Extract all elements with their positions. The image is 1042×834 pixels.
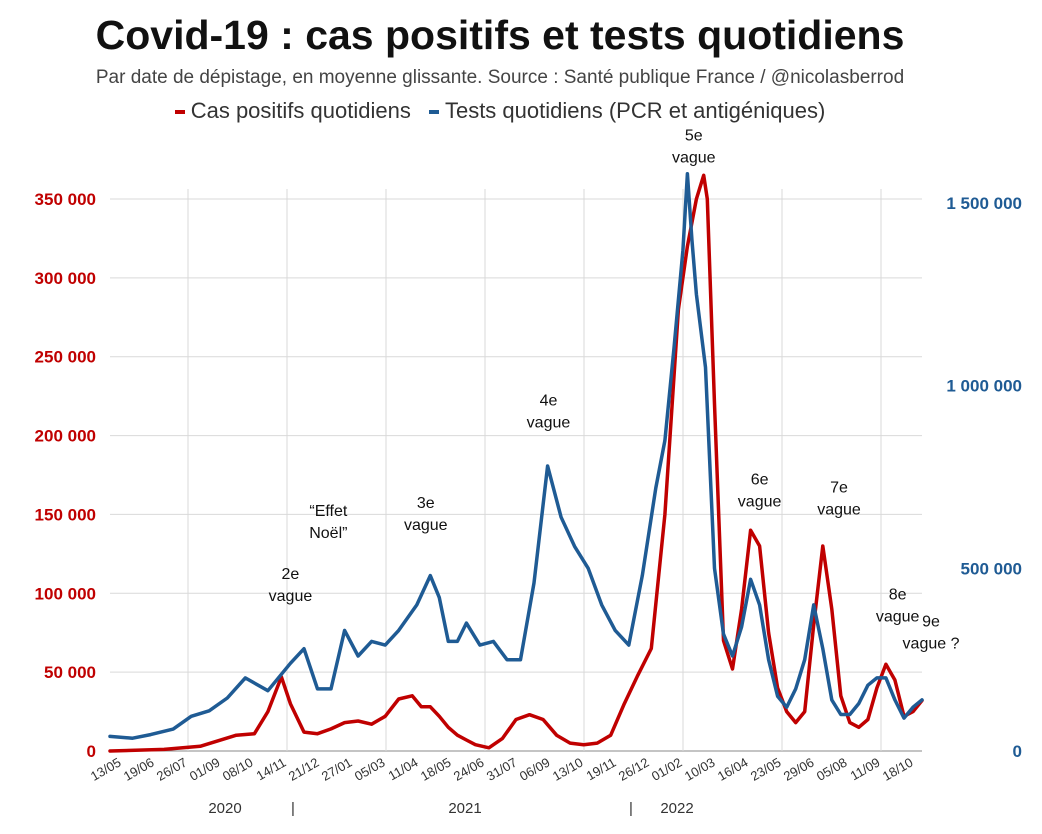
x-tick-label: 18/10: [880, 755, 916, 784]
y-left-tick-label: 200 000: [35, 427, 96, 446]
x-tick-label: 23/05: [748, 755, 784, 784]
y-left-tick-label: 0: [87, 742, 96, 761]
legend-label-tests: Tests quotidiens (PCR et antigéniques): [444, 98, 826, 123]
wave-annotation: vague: [672, 150, 716, 167]
x-tick-label: 27/01: [319, 755, 355, 784]
wave-annotation: 4e: [540, 393, 558, 410]
x-tick-label: 18/05: [418, 755, 454, 784]
legend-swatch-cases: [174, 110, 185, 115]
x-tick-label: 31/07: [484, 755, 520, 784]
legend-item-tests: Tests quotidiens (PCR et antigéniques): [428, 98, 826, 123]
y-right-tick-label: 1 500 000: [946, 194, 1022, 213]
x-tick-label: 14/11: [254, 755, 289, 784]
x-tick-label: 06/09: [517, 755, 553, 784]
year-label: 2022: [660, 800, 693, 817]
x-tick-label: 11/04: [386, 755, 421, 784]
x-tick-label: 26/07: [154, 755, 190, 784]
chart-legend: Cas positifs quotidiens Tests quotidiens…: [0, 98, 1000, 124]
y-left-tick-label: 150 000: [35, 505, 96, 524]
y-right-tick-label: 1 000 000: [946, 377, 1022, 396]
year-label: 2020: [208, 800, 241, 817]
x-tick-label: 26/12: [616, 755, 652, 784]
chart-subtitle: Par date de dépistage, en moyenne glissa…: [95, 67, 905, 88]
wave-annotation: vague: [876, 609, 920, 626]
y-left-tick-label: 250 000: [35, 348, 96, 367]
x-tick-label: 19/11: [584, 755, 619, 784]
wave-annotation: 9e: [922, 613, 940, 630]
year-label: 2021: [448, 800, 481, 817]
x-tick-label: 16/04: [715, 755, 751, 784]
y-left-tick-label: 50 000: [44, 663, 96, 682]
wave-annotation: 3e: [417, 495, 435, 512]
wave-annotation: vague: [738, 494, 782, 511]
wave-annotation: 2e: [282, 566, 300, 583]
y-left-tick-label: 300 000: [35, 269, 96, 288]
legend-label-cases: Cas positifs quotidiens: [190, 98, 411, 123]
legend-item-cases: Cas positifs quotidiens: [174, 98, 411, 123]
x-tick-label: 21/12: [286, 755, 322, 784]
chart-title: Covid-19 : cas positifs et tests quotidi…: [95, 12, 905, 58]
y-right-tick-label: 500 000: [961, 559, 1022, 578]
wave-annotation: 7e: [830, 479, 848, 496]
x-tick-label: 05/08: [814, 755, 850, 784]
wave-annotation: “Effet: [309, 503, 348, 520]
wave-annotation: 5e: [685, 128, 703, 145]
x-tick-label: 01/02: [649, 755, 685, 784]
wave-annotation: vague: [527, 415, 571, 432]
wave-annotation: vague: [817, 501, 861, 518]
x-tick-label: 01/09: [187, 755, 223, 784]
x-tick-label: 29/06: [781, 755, 817, 784]
x-tick-label: 19/06: [121, 755, 157, 784]
x-tick-label: 05/03: [352, 755, 388, 784]
x-tick-label: 10/03: [682, 755, 718, 784]
x-tick-label: 11/09: [848, 755, 883, 784]
year-separator: |: [629, 800, 633, 817]
y-left-tick-label: 100 000: [35, 584, 96, 603]
wave-annotation: vague: [404, 517, 448, 534]
wave-annotation: vague ?: [903, 635, 960, 652]
series-line-tests: [108, 172, 924, 740]
year-separator: |: [291, 800, 295, 817]
x-tick-label: 08/10: [220, 755, 256, 784]
legend-swatch-tests: [428, 110, 439, 115]
y-right-tick-label: 0: [1013, 742, 1022, 761]
wave-annotation: vague: [269, 588, 313, 605]
wave-annotation: 6e: [751, 472, 769, 489]
x-tick-label: 13/10: [550, 755, 586, 784]
wave-annotation: 8e: [889, 587, 907, 604]
wave-annotation: Noël”: [309, 525, 347, 542]
x-tick-label: 24/06: [451, 755, 487, 784]
series-line-cases: [108, 173, 924, 753]
y-left-tick-label: 350 000: [35, 190, 96, 209]
